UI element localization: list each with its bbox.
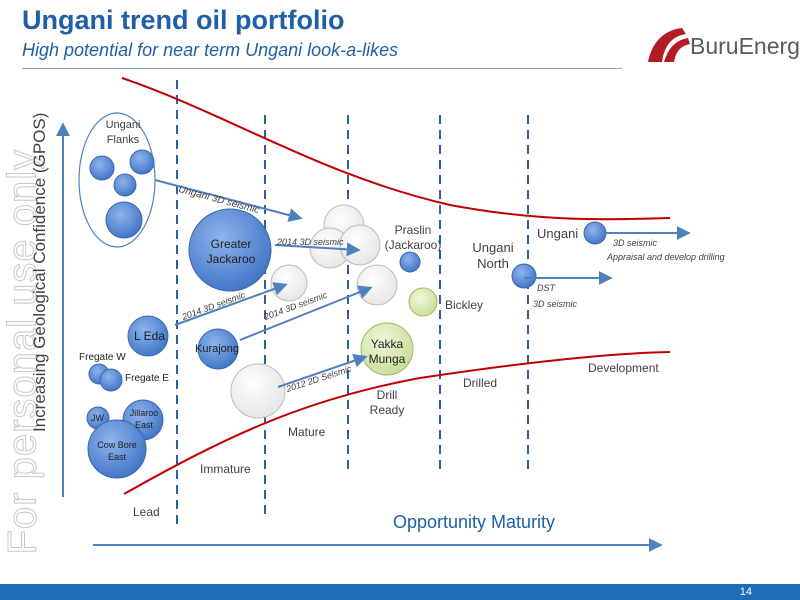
- grey-bubble-6: [356, 264, 398, 306]
- label-jillaroo-east: Jillaroo East: [129, 408, 159, 430]
- fregate-e-bubble: [99, 368, 123, 392]
- ungani-north-bubble: [511, 263, 537, 289]
- greater-jackaroo-bubble: [188, 208, 272, 292]
- kurajong-bubble: [197, 328, 239, 370]
- label-fregate-w: Fregate W: [79, 352, 126, 363]
- logo-text: BuruEnergy: [690, 33, 800, 59]
- ungani-flanks-bubble-3: [113, 173, 137, 197]
- label-3d-seismic-ungani: 3D seismic: [613, 238, 658, 248]
- label-2014-3d-a: 2014 3D seismic: [277, 237, 344, 247]
- label-greater-jackaroo: Greater Jackaroo: [206, 237, 256, 266]
- y-axis-label: Increasing Geological Confidence (GPOS): [30, 112, 49, 432]
- grey-bubble-2: [230, 363, 286, 419]
- stage-dividers: [176, 80, 529, 530]
- cow-bore-east-bubble: [87, 419, 147, 479]
- stage-drill-ready: Drill Ready: [369, 388, 405, 417]
- label-kurajong: Kurajong: [195, 343, 240, 355]
- ungani-flanks-bubble-4: [105, 201, 143, 239]
- label-ungani-flanks: Ungani Flanks: [105, 119, 141, 146]
- l-eda-bubble: [127, 315, 169, 357]
- ungani-bubble: [583, 221, 607, 245]
- label-yakka-munga: Yakka Munga: [368, 337, 406, 366]
- label-l-eda: L Eda: [134, 329, 165, 343]
- footer-bar: [0, 584, 800, 600]
- page-number: 14: [739, 586, 752, 598]
- arrow-2014-a: [274, 242, 361, 257]
- arrow-2012: [277, 354, 368, 388]
- label-appraisal-drilling: Appraisal and develop drilling: [607, 252, 725, 262]
- stage-mature: Mature: [288, 425, 326, 439]
- grey-bubble-5: [339, 224, 381, 266]
- ungani-flanks-bubble-1: [89, 155, 115, 181]
- arrow-2014-b: [174, 282, 288, 326]
- label-jw: JW: [91, 413, 104, 423]
- grey-bubble-1: [270, 264, 308, 302]
- label-ungani-north: Ungani North: [472, 240, 514, 271]
- arrow-ungani-3d: [154, 179, 303, 222]
- arrow-2014-c: [239, 285, 373, 341]
- label-fregate-e: Fregate E: [125, 373, 169, 384]
- bickley-bubble: [408, 287, 438, 317]
- stage-lead: Lead: [133, 505, 160, 519]
- label-cow-bore-east: Cow Bore East: [97, 440, 137, 462]
- ungani-flanks-bubble-2: [129, 149, 155, 175]
- page-title: Ungani trend oil portfolio: [22, 5, 345, 35]
- stage-immature: Immature: [200, 462, 251, 476]
- stage-development: Development: [588, 361, 659, 375]
- page-subtitle: High potential for near term Ungani look…: [22, 40, 399, 60]
- yakka-munga-bubble: [360, 322, 414, 376]
- label-dst: DST: [537, 283, 555, 293]
- x-axis-label: Opportunity Maturity: [393, 512, 556, 532]
- funnel-lower-curve: [123, 351, 671, 495]
- praslin-bubble: [399, 251, 421, 273]
- label-ungani: Ungani: [537, 226, 579, 241]
- funnel-upper-curve: [121, 77, 671, 221]
- buru-energy-logo-icon: [648, 28, 690, 62]
- title-divider: [22, 68, 622, 69]
- label-3d-seismic-north: 3D seismic: [533, 299, 578, 309]
- label-praslin: Praslin (Jackaroo): [384, 223, 442, 252]
- progression-arrows: [154, 179, 691, 388]
- stage-drilled: Drilled: [463, 376, 498, 390]
- label-bickley: Bickley: [445, 298, 484, 312]
